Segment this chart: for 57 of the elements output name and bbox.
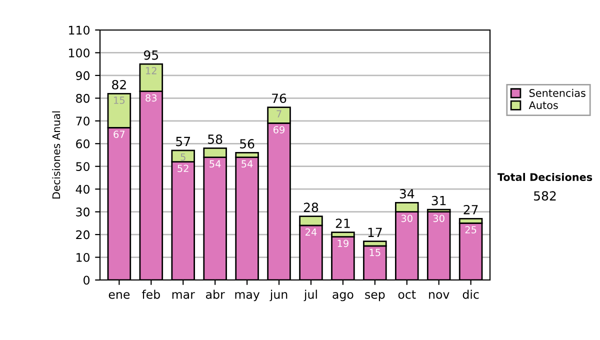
x-tick-label: feb bbox=[142, 290, 160, 299]
data-label: 24 bbox=[306, 228, 317, 236]
total-label: 56 bbox=[240, 139, 254, 148]
x-tick-label: may bbox=[235, 292, 260, 302]
data-label: 15 bbox=[370, 248, 380, 256]
x-tick-label: oct bbox=[398, 290, 416, 299]
total-label: 58 bbox=[208, 134, 222, 144]
y-tick-label: 100 bbox=[69, 48, 90, 58]
y-tick-label: 80 bbox=[76, 94, 90, 103]
data-label: 83 bbox=[146, 94, 157, 102]
data-label: 54 bbox=[242, 160, 253, 168]
y-axis-title: Decisiones Anual bbox=[52, 111, 60, 199]
total-label: 76 bbox=[272, 94, 286, 104]
x-tick-label: jul bbox=[304, 290, 317, 302]
data-label: 7 bbox=[276, 110, 282, 118]
text: 582 bbox=[534, 191, 556, 201]
x-tick-label: nov bbox=[429, 292, 450, 299]
data-label: 69 bbox=[274, 126, 285, 134]
data-label: 12 bbox=[146, 66, 156, 74]
total-label: 57 bbox=[176, 136, 190, 146]
data-label: 30 bbox=[401, 214, 412, 222]
data-label: 15 bbox=[114, 96, 125, 104]
total-label: 17 bbox=[368, 228, 382, 237]
y-tick-label: 20 bbox=[76, 230, 90, 240]
total-label: 31 bbox=[432, 196, 446, 206]
data-label: 54 bbox=[210, 160, 221, 168]
y-tick-label: 10 bbox=[76, 252, 90, 262]
y-tick-label: 30 bbox=[76, 208, 90, 216]
total-label: 28 bbox=[304, 202, 318, 212]
y-tick-label: 70 bbox=[76, 116, 90, 126]
data-label: 52 bbox=[178, 164, 188, 172]
y-tick-label: 60 bbox=[76, 139, 90, 148]
x-tick-label: dic bbox=[462, 290, 479, 299]
total-label: 21 bbox=[336, 218, 350, 228]
data-label: 67 bbox=[114, 130, 125, 138]
total-label: 34 bbox=[400, 189, 414, 198]
x-tick-label: ago bbox=[332, 292, 354, 302]
text: Total Decisiones bbox=[497, 172, 592, 182]
data-label: 5 bbox=[180, 153, 186, 161]
x-tick-label: mar bbox=[172, 292, 195, 299]
x-tick-label: sep bbox=[365, 292, 385, 302]
y-tick-label: 110 bbox=[69, 26, 90, 35]
data-label: 19 bbox=[338, 240, 348, 248]
x-tick-label: ene bbox=[108, 292, 130, 299]
x-tick-label: jun bbox=[270, 290, 288, 302]
x-tick-label: abr bbox=[206, 290, 225, 299]
total-label: 95 bbox=[144, 50, 158, 60]
y-tick-label: 0 bbox=[84, 276, 90, 285]
total-label: 82 bbox=[112, 80, 126, 90]
y-tick-label: 40 bbox=[76, 184, 90, 194]
y-tick-label: 50 bbox=[76, 162, 90, 172]
legend-label: Sentencias bbox=[529, 88, 586, 97]
total-label: 27 bbox=[464, 204, 478, 214]
legend-label: Autos bbox=[528, 101, 558, 110]
y-tick-label: 90 bbox=[76, 71, 90, 80]
data-label: 25 bbox=[465, 226, 476, 234]
data-label: 30 bbox=[433, 214, 444, 222]
